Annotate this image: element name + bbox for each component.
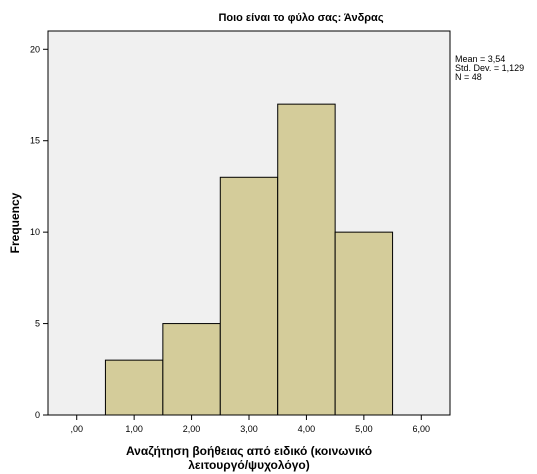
histogram-bar-4 — [277, 103, 336, 416]
x-tick-label: 4,00 — [298, 424, 316, 434]
y-tick-label: 10 — [30, 227, 40, 237]
x-tick-label: 5,00 — [355, 424, 373, 434]
stat-line-1: Mean = 3,54 — [455, 54, 505, 64]
y-axis-title: Frequency — [8, 192, 22, 253]
x-axis-title-line-2: λειτουργό/ψυχολόγο) — [188, 458, 310, 472]
x-tick-label: ,00 — [70, 424, 83, 434]
stat-line-3: N = 48 — [455, 72, 482, 82]
x-tick-label: 1,00 — [125, 424, 143, 434]
histogram-bar-1 — [104, 359, 164, 416]
bars-group — [104, 103, 394, 416]
y-tick-label: 0 — [35, 410, 40, 420]
histogram-bar-5 — [334, 231, 394, 416]
stat-line-2: Std. Dev. = 1,129 — [455, 63, 524, 73]
axes-group: ,00 1,00 2,00 3,00 4,00 5,00 6,00 0 5 10 15 20 — [30, 44, 430, 434]
histogram-bar-3 — [219, 176, 279, 416]
y-tick-label: 20 — [30, 44, 40, 54]
x-axis-title-line-1: Αναζήτηση βοήθειας από ειδικό (κοινωνικό — [126, 444, 372, 458]
x-tick-label: 3,00 — [240, 424, 258, 434]
y-tick-label: 15 — [30, 136, 40, 146]
y-tick-label: 5 — [35, 319, 40, 329]
histogram-bar-2 — [162, 323, 221, 416]
chart-title: Ποιο είναι το φύλο σας: Άνδρας — [218, 12, 383, 24]
x-tick-label: 2,00 — [183, 424, 201, 434]
x-tick-label: 6,00 — [413, 424, 431, 434]
